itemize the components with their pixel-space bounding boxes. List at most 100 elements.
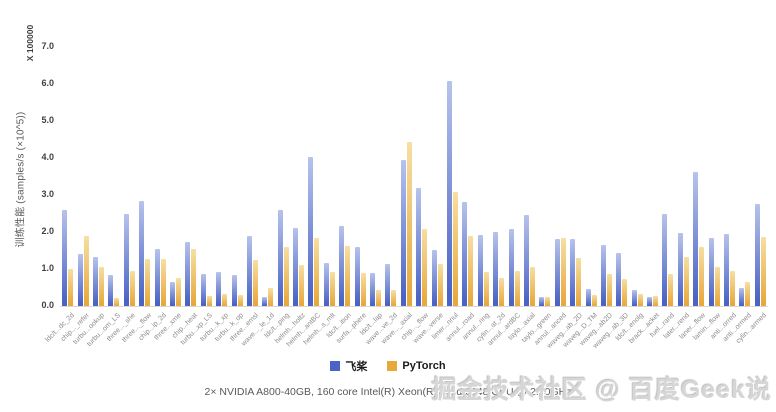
bar-group xyxy=(400,40,412,306)
paddle-bar xyxy=(477,234,483,306)
bar-group xyxy=(323,40,335,306)
pytorch-bar xyxy=(360,273,366,306)
paddle-bar xyxy=(339,226,345,306)
paddle-bar xyxy=(200,274,206,306)
bar-group xyxy=(123,40,135,306)
pytorch-bar xyxy=(299,265,305,306)
paddle-bar xyxy=(62,209,68,306)
bar-group xyxy=(616,40,628,306)
bar-group xyxy=(108,40,120,306)
bar-group xyxy=(246,40,258,306)
pytorch-bar xyxy=(83,235,89,306)
paddle-bar xyxy=(139,200,145,306)
paddle-legend-swatch xyxy=(330,361,341,371)
paddle-bar xyxy=(570,239,576,306)
y-tick-label: 3.0 xyxy=(41,189,54,199)
pytorch-bar xyxy=(760,237,766,306)
paddle-bar xyxy=(647,297,653,306)
bar-group xyxy=(708,40,720,306)
bar-group xyxy=(154,40,166,306)
paddle-bar xyxy=(169,281,175,306)
paddle-bar xyxy=(108,274,114,306)
paddle-bar xyxy=(416,187,422,306)
pytorch-bar xyxy=(114,297,120,306)
paddle-bar xyxy=(754,204,760,306)
pytorch-bar xyxy=(175,277,181,306)
paddle-bar xyxy=(739,288,745,306)
paddle-bar xyxy=(493,232,499,306)
paddle-bar xyxy=(400,159,406,306)
y-tick-label: 2.0 xyxy=(41,226,54,236)
paddle-bar xyxy=(539,297,545,306)
paddle-bar xyxy=(216,271,222,306)
paddle-bar xyxy=(77,254,83,306)
pytorch-bar xyxy=(514,270,520,306)
pytorch-bar xyxy=(591,294,597,306)
bar-group xyxy=(231,40,243,306)
pytorch-bar xyxy=(268,287,274,306)
pytorch-bar xyxy=(699,247,705,306)
pytorch-bar xyxy=(545,296,551,306)
legend-item-paddle: 飞桨 xyxy=(330,358,367,374)
paddle-bar xyxy=(308,156,314,306)
y-tick-label: 4.0 xyxy=(41,152,54,162)
bar-group xyxy=(62,40,74,306)
bar-group xyxy=(262,40,274,306)
bar-group xyxy=(431,40,443,306)
pytorch-bar xyxy=(345,246,351,306)
paddle-bar xyxy=(508,229,514,306)
pytorch-bar xyxy=(653,296,659,306)
bar-group xyxy=(169,40,181,306)
paddle-bar xyxy=(154,248,160,306)
paddle-bar xyxy=(693,171,699,306)
pytorch-bar xyxy=(606,274,612,306)
pytorch-bar xyxy=(483,271,489,306)
bar-group xyxy=(139,40,151,306)
pytorch-bar xyxy=(499,278,505,306)
bar-group xyxy=(677,40,689,306)
paddle-bar xyxy=(323,263,329,306)
pytorch-bar xyxy=(683,257,689,306)
bar-group xyxy=(446,40,458,306)
bar-group xyxy=(462,40,474,306)
paddle-bar xyxy=(724,233,730,306)
bar-group xyxy=(739,40,751,306)
paddle-bar xyxy=(677,232,683,306)
paddle-bar xyxy=(262,296,268,306)
bar-group xyxy=(585,40,597,306)
paddle-bar xyxy=(446,80,452,306)
y-tick-label: 5.0 xyxy=(41,115,54,125)
pytorch-bar xyxy=(637,294,643,306)
bar-group xyxy=(493,40,505,306)
hardware-caption: 2× NVIDIA A800-40GB, 160 core Intel(R) X… xyxy=(204,386,572,398)
plot-area xyxy=(60,40,768,307)
pytorch-bar xyxy=(160,259,166,306)
bar-group xyxy=(185,40,197,306)
pytorch-bar xyxy=(252,260,258,306)
pytorch-bar xyxy=(468,236,474,306)
pytorch-bar xyxy=(98,267,104,306)
paddle-bar xyxy=(708,238,714,306)
y-axis-title: 训练性能 (samples/s (×10^5)) xyxy=(15,111,27,248)
pytorch-bar xyxy=(529,266,535,306)
bar-group xyxy=(554,40,566,306)
bar-group xyxy=(693,40,705,306)
legend-item-pytorch: PyTorch xyxy=(387,360,446,372)
paddle-bar xyxy=(354,247,360,306)
pytorch-legend-swatch xyxy=(387,361,398,371)
y-tick-label: 1.0 xyxy=(41,263,54,273)
pytorch-bar xyxy=(329,271,335,306)
bar-group xyxy=(308,40,320,306)
y-tick-label: 0.0 xyxy=(41,300,54,310)
paddle-bar xyxy=(585,289,591,306)
pytorch-bar xyxy=(437,263,443,306)
bar-group xyxy=(370,40,382,306)
pytorch-bar xyxy=(622,279,628,306)
pytorch-bar xyxy=(745,281,751,306)
pytorch-bar xyxy=(314,237,320,306)
bar-group xyxy=(662,40,674,306)
bar-group xyxy=(724,40,736,306)
paddle-bar xyxy=(385,263,391,306)
paddle-legend-label: 飞桨 xyxy=(345,361,368,373)
pytorch-bar xyxy=(237,294,243,306)
